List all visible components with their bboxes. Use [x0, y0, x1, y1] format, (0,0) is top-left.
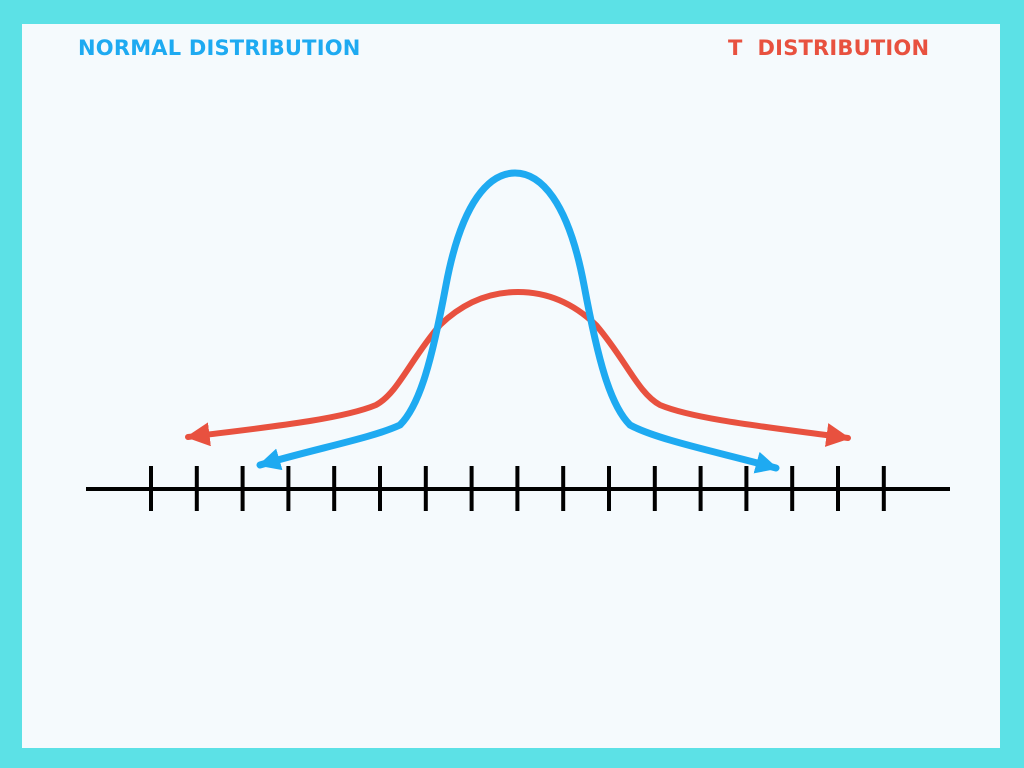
t-distribution-curve [185, 289, 851, 447]
t-distribution-label: T DISTRIBUTION [728, 36, 930, 60]
diagram-panel [22, 24, 1000, 748]
normal-distribution-curve [256, 169, 780, 474]
number-line-ticks [149, 466, 886, 511]
normal-distribution-label: NORMAL DISTRIBUTION [78, 36, 361, 60]
